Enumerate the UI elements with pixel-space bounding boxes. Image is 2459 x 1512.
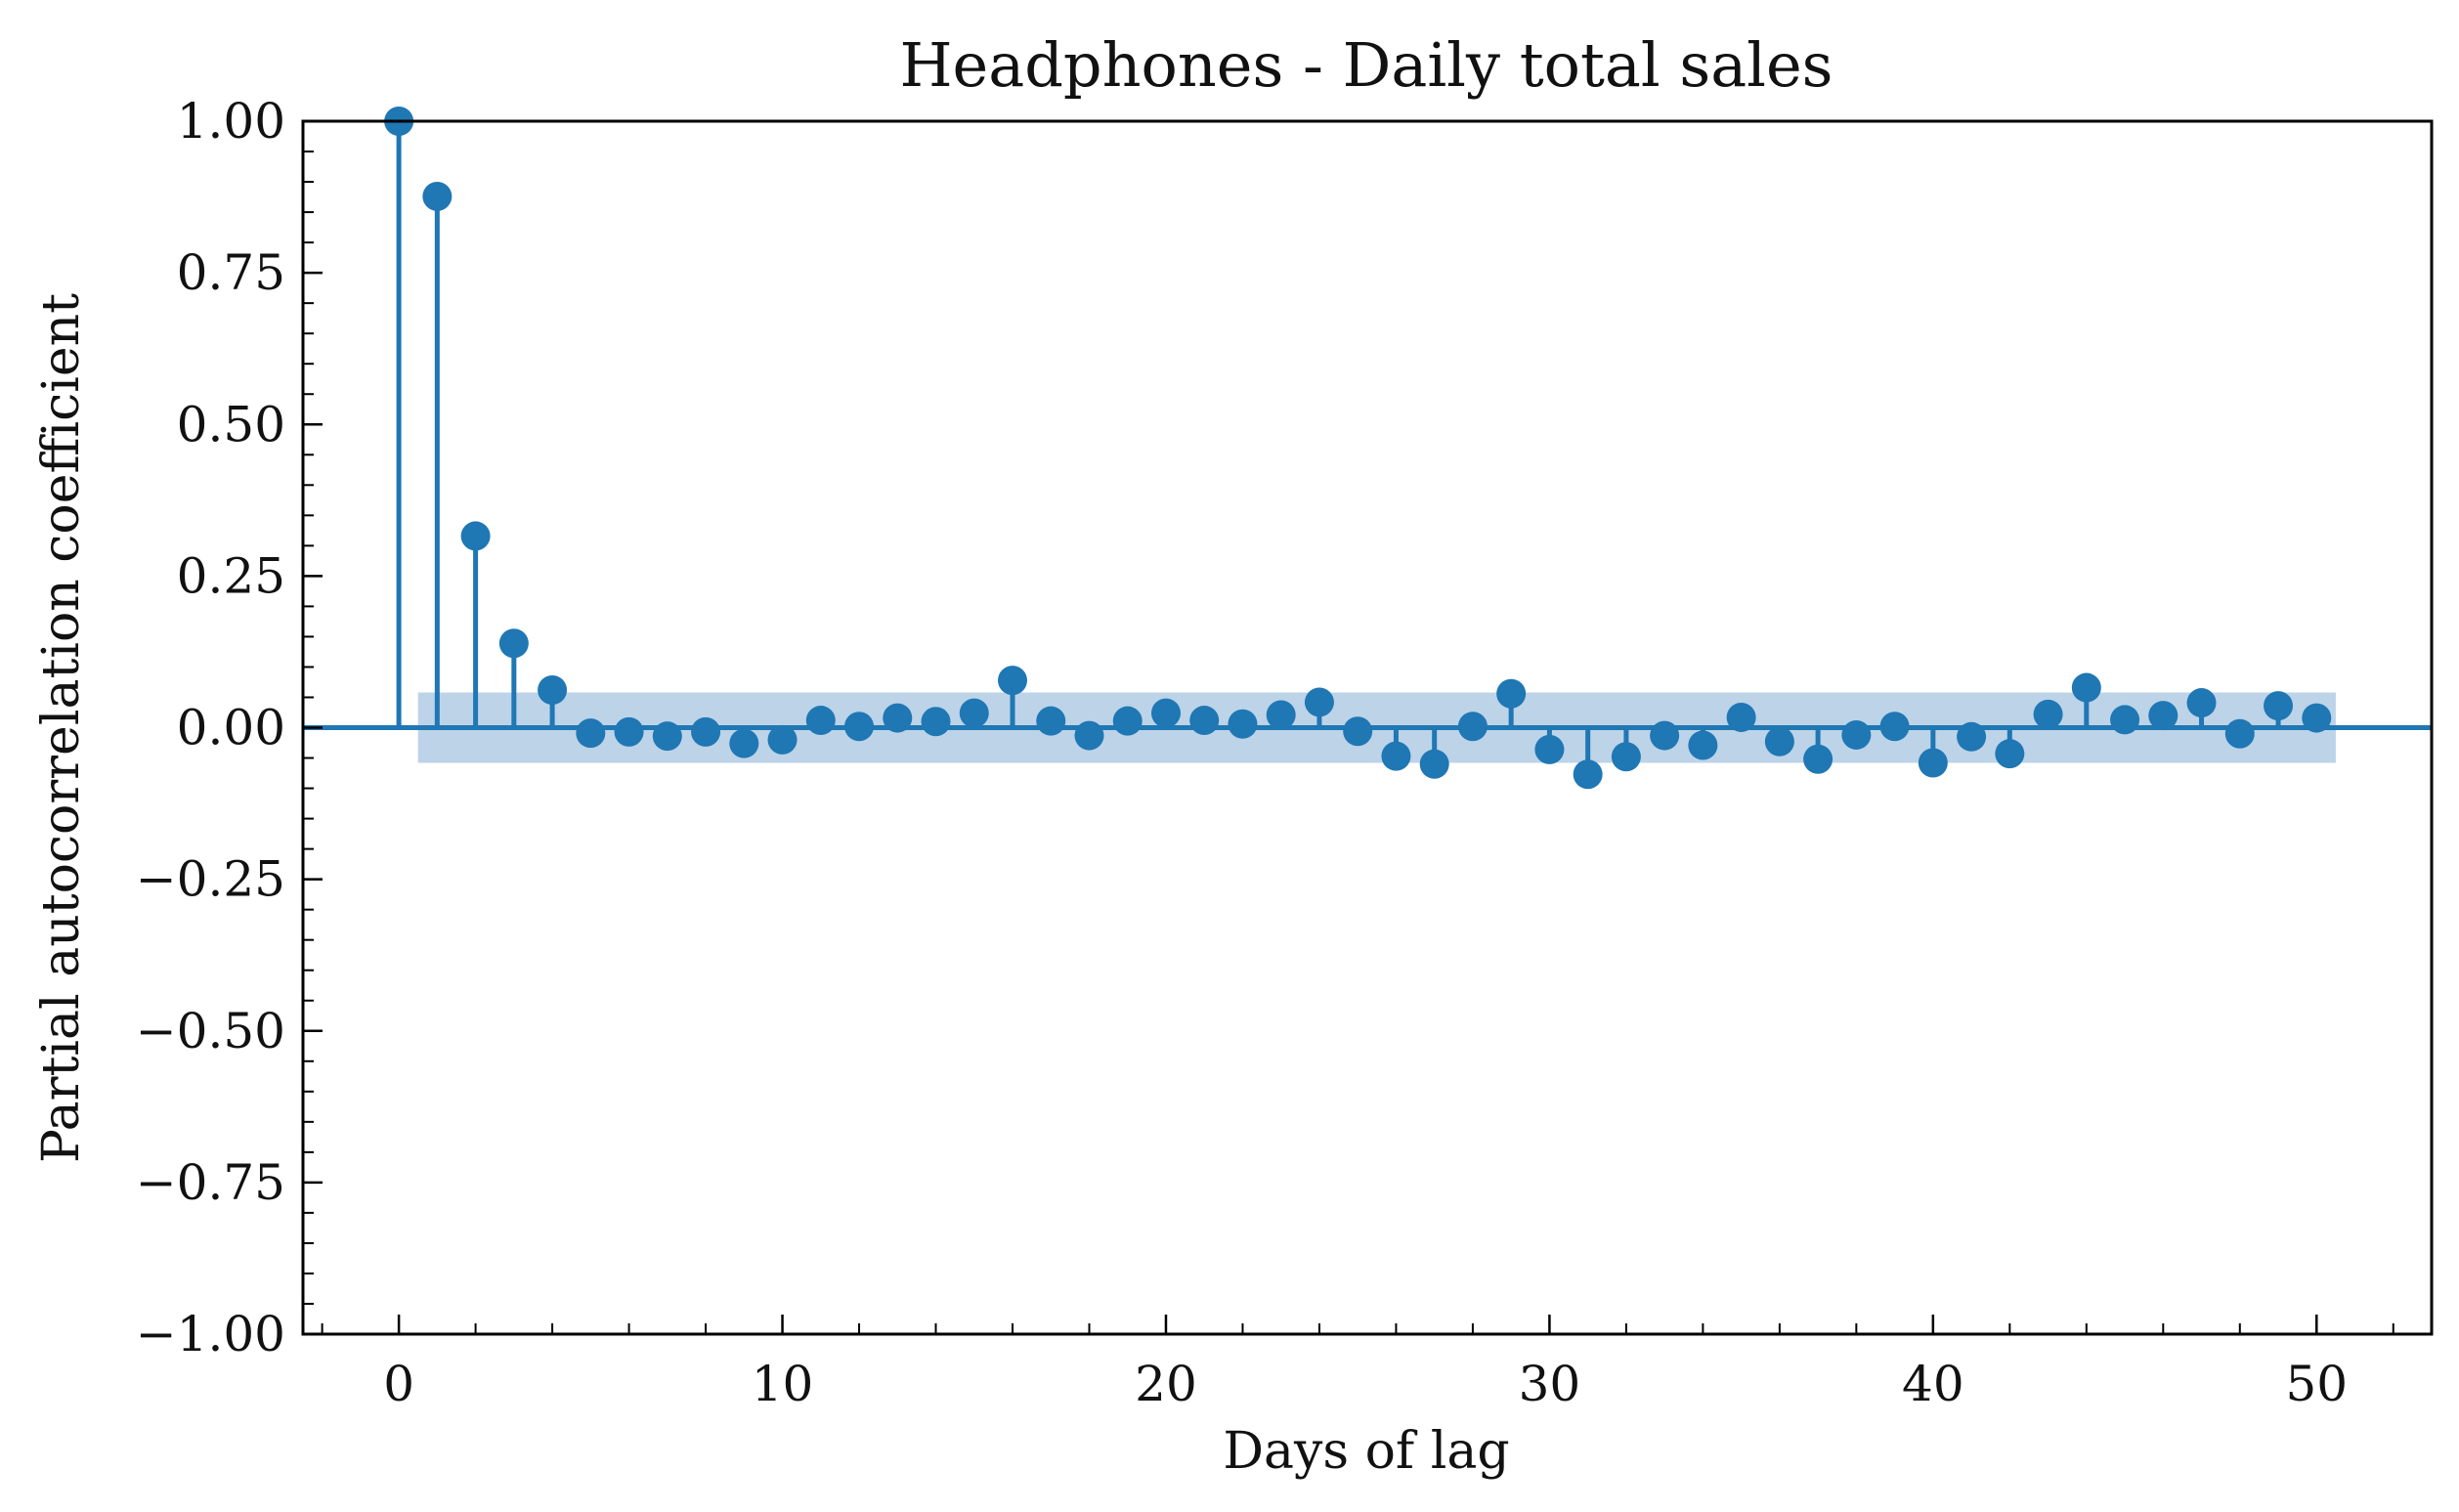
stem-marker xyxy=(1228,709,1258,739)
stem-marker xyxy=(844,712,875,742)
stem-marker xyxy=(691,716,721,747)
y-tick-label: 0.25 xyxy=(177,547,285,604)
stem-layer xyxy=(303,121,2432,775)
stem-marker xyxy=(1150,698,1181,728)
stem-marker xyxy=(1304,687,1334,717)
stem-marker xyxy=(652,721,682,752)
stem-marker xyxy=(1343,716,1373,747)
y-tick-label: −0.50 xyxy=(136,1003,285,1059)
stem-marker xyxy=(2186,688,2217,718)
stem-marker xyxy=(1189,706,1220,736)
stem-marker xyxy=(1764,726,1794,756)
stem-marker xyxy=(1074,720,1104,751)
tick-layer: 0 10 20 30 40 50 1.00 0.75 0.50 0.25 0.00 −0.25 −0.5… xyxy=(136,93,2394,1412)
stem-marker xyxy=(998,666,1027,696)
stem-marker xyxy=(1036,706,1066,736)
stem-marker xyxy=(1457,712,1488,742)
stem-marker xyxy=(883,703,913,733)
stem-marker xyxy=(576,718,606,749)
stem-marker xyxy=(1611,742,1641,772)
stem-marker xyxy=(1803,744,1833,774)
stem-marker xyxy=(805,706,836,736)
y-tick-label: 0.50 xyxy=(177,396,285,453)
x-axis-label: Days of lag xyxy=(1223,1422,1509,1481)
y-tick-label: −0.25 xyxy=(136,851,285,908)
stem-marker xyxy=(1534,734,1565,764)
stem-marker xyxy=(1841,719,1872,750)
stem-marker xyxy=(1381,741,1411,771)
chart-title: Headphones - Daily total sales xyxy=(899,29,1833,101)
plot-frame xyxy=(301,119,2434,1336)
y-tick-label: 0.00 xyxy=(177,700,285,756)
stem-marker xyxy=(729,728,759,758)
stem-marker xyxy=(1419,749,1449,779)
stem-marker xyxy=(1266,700,1296,730)
y-tick-label: −0.75 xyxy=(136,1154,285,1211)
y-tick-label: −1.00 xyxy=(136,1306,285,1362)
stem-marker xyxy=(2110,705,2140,735)
stem-marker xyxy=(498,628,529,659)
x-tick-label: 30 xyxy=(1519,1356,1581,1412)
stem-marker xyxy=(921,707,951,737)
stem-marker xyxy=(614,716,644,747)
stem-marker xyxy=(1573,759,1603,790)
stem-marker xyxy=(422,181,453,211)
stem-marker xyxy=(1995,739,2025,769)
stem-marker xyxy=(2033,699,2063,729)
stem-marker xyxy=(1726,702,1756,732)
stem-marker xyxy=(1496,678,1527,709)
stem-marker xyxy=(1957,721,1987,752)
x-tick-label: 20 xyxy=(1135,1356,1197,1412)
stem-marker xyxy=(2148,701,2179,731)
stem-marker xyxy=(2071,672,2101,703)
marker-layer xyxy=(384,107,2332,790)
x-tick-label: 50 xyxy=(2285,1356,2348,1412)
y-tick-label: 1.00 xyxy=(177,93,285,150)
stem-marker xyxy=(460,521,491,551)
y-axis-label: Partial autocorrelation coefficient xyxy=(32,293,91,1163)
x-tick-label: 10 xyxy=(752,1356,814,1412)
stem-marker xyxy=(538,675,568,706)
stem-marker xyxy=(767,724,798,755)
stem-marker xyxy=(1879,712,1910,742)
stem-marker xyxy=(1650,720,1680,751)
x-tick-label: 0 xyxy=(383,1356,414,1412)
stem-marker xyxy=(1112,706,1143,736)
stem-marker xyxy=(1688,730,1718,760)
stem-marker xyxy=(2264,691,2294,721)
stem-marker xyxy=(959,698,989,728)
stem-marker xyxy=(1918,748,1948,778)
stem-marker xyxy=(2302,703,2332,733)
x-tick-label: 40 xyxy=(1902,1356,1964,1412)
stem-marker xyxy=(2224,718,2255,749)
y-tick-label: 0.75 xyxy=(177,244,285,301)
